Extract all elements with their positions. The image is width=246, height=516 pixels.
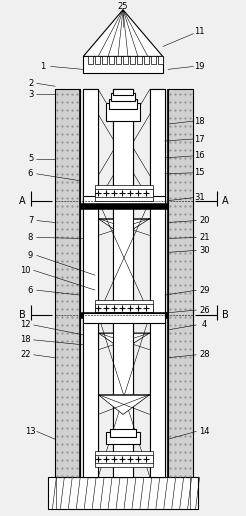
Text: 29: 29 — [199, 286, 210, 295]
Bar — [83, 315, 98, 477]
Text: 10: 10 — [20, 266, 31, 275]
Bar — [102, 56, 107, 64]
Bar — [95, 185, 153, 201]
Bar — [109, 56, 114, 64]
Bar — [113, 89, 133, 477]
Bar — [95, 451, 153, 467]
Text: A: A — [222, 196, 229, 206]
Bar — [95, 455, 153, 463]
Text: 6: 6 — [28, 169, 33, 179]
Text: 4: 4 — [202, 320, 207, 329]
Bar — [83, 89, 98, 201]
Text: B: B — [19, 310, 26, 320]
Bar — [123, 56, 128, 64]
Text: 26: 26 — [199, 305, 210, 315]
Bar — [95, 189, 153, 197]
Bar — [150, 201, 165, 315]
Bar — [95, 304, 153, 312]
Bar — [95, 300, 153, 316]
Polygon shape — [98, 395, 150, 414]
Bar — [137, 56, 142, 64]
Text: 28: 28 — [199, 350, 210, 359]
Text: 21: 21 — [199, 233, 210, 242]
Text: 1: 1 — [40, 62, 45, 71]
Text: 18: 18 — [194, 117, 205, 125]
Bar — [83, 56, 163, 73]
Text: 17: 17 — [194, 135, 205, 143]
Text: 6: 6 — [28, 286, 33, 295]
Bar — [113, 201, 133, 315]
Bar — [48, 477, 198, 509]
Text: 11: 11 — [194, 27, 205, 36]
Text: 20: 20 — [199, 216, 210, 225]
Text: 25: 25 — [118, 2, 128, 11]
Bar — [130, 56, 135, 64]
Text: 31: 31 — [194, 193, 205, 202]
Bar — [150, 89, 165, 201]
Bar — [83, 196, 165, 205]
Text: 9: 9 — [28, 251, 33, 260]
Bar — [106, 432, 140, 444]
Text: 16: 16 — [194, 151, 205, 160]
Polygon shape — [98, 219, 150, 235]
Bar — [80, 312, 168, 318]
Bar — [113, 315, 133, 477]
Bar — [88, 56, 93, 64]
Bar — [168, 89, 193, 477]
Text: 2: 2 — [28, 79, 33, 88]
Text: B: B — [222, 310, 229, 320]
Text: 18: 18 — [20, 335, 31, 344]
Bar — [150, 89, 165, 477]
Polygon shape — [98, 333, 150, 350]
Text: 15: 15 — [194, 168, 205, 178]
Bar — [83, 89, 98, 477]
Text: 5: 5 — [28, 154, 33, 164]
Bar — [150, 315, 165, 477]
Text: 3: 3 — [28, 90, 33, 99]
Bar — [106, 103, 140, 121]
Bar — [116, 56, 121, 64]
Bar — [113, 89, 133, 201]
Text: 13: 13 — [25, 427, 36, 436]
Bar — [158, 56, 163, 64]
Bar — [83, 201, 98, 315]
Bar — [110, 429, 136, 437]
Polygon shape — [83, 10, 163, 56]
Text: 22: 22 — [20, 350, 31, 359]
Bar — [55, 89, 80, 477]
Bar — [83, 313, 165, 323]
Bar — [151, 56, 156, 64]
Text: 7: 7 — [28, 216, 33, 225]
Text: 12: 12 — [20, 320, 31, 329]
Bar — [95, 56, 100, 64]
Text: 30: 30 — [199, 246, 210, 255]
Bar — [113, 89, 133, 95]
Text: 19: 19 — [194, 62, 205, 71]
Bar — [111, 93, 135, 101]
Bar — [80, 203, 168, 208]
Bar — [109, 99, 137, 109]
Text: A: A — [19, 196, 26, 206]
Text: 14: 14 — [199, 427, 210, 436]
Bar — [144, 56, 149, 64]
Text: 8: 8 — [28, 233, 33, 242]
